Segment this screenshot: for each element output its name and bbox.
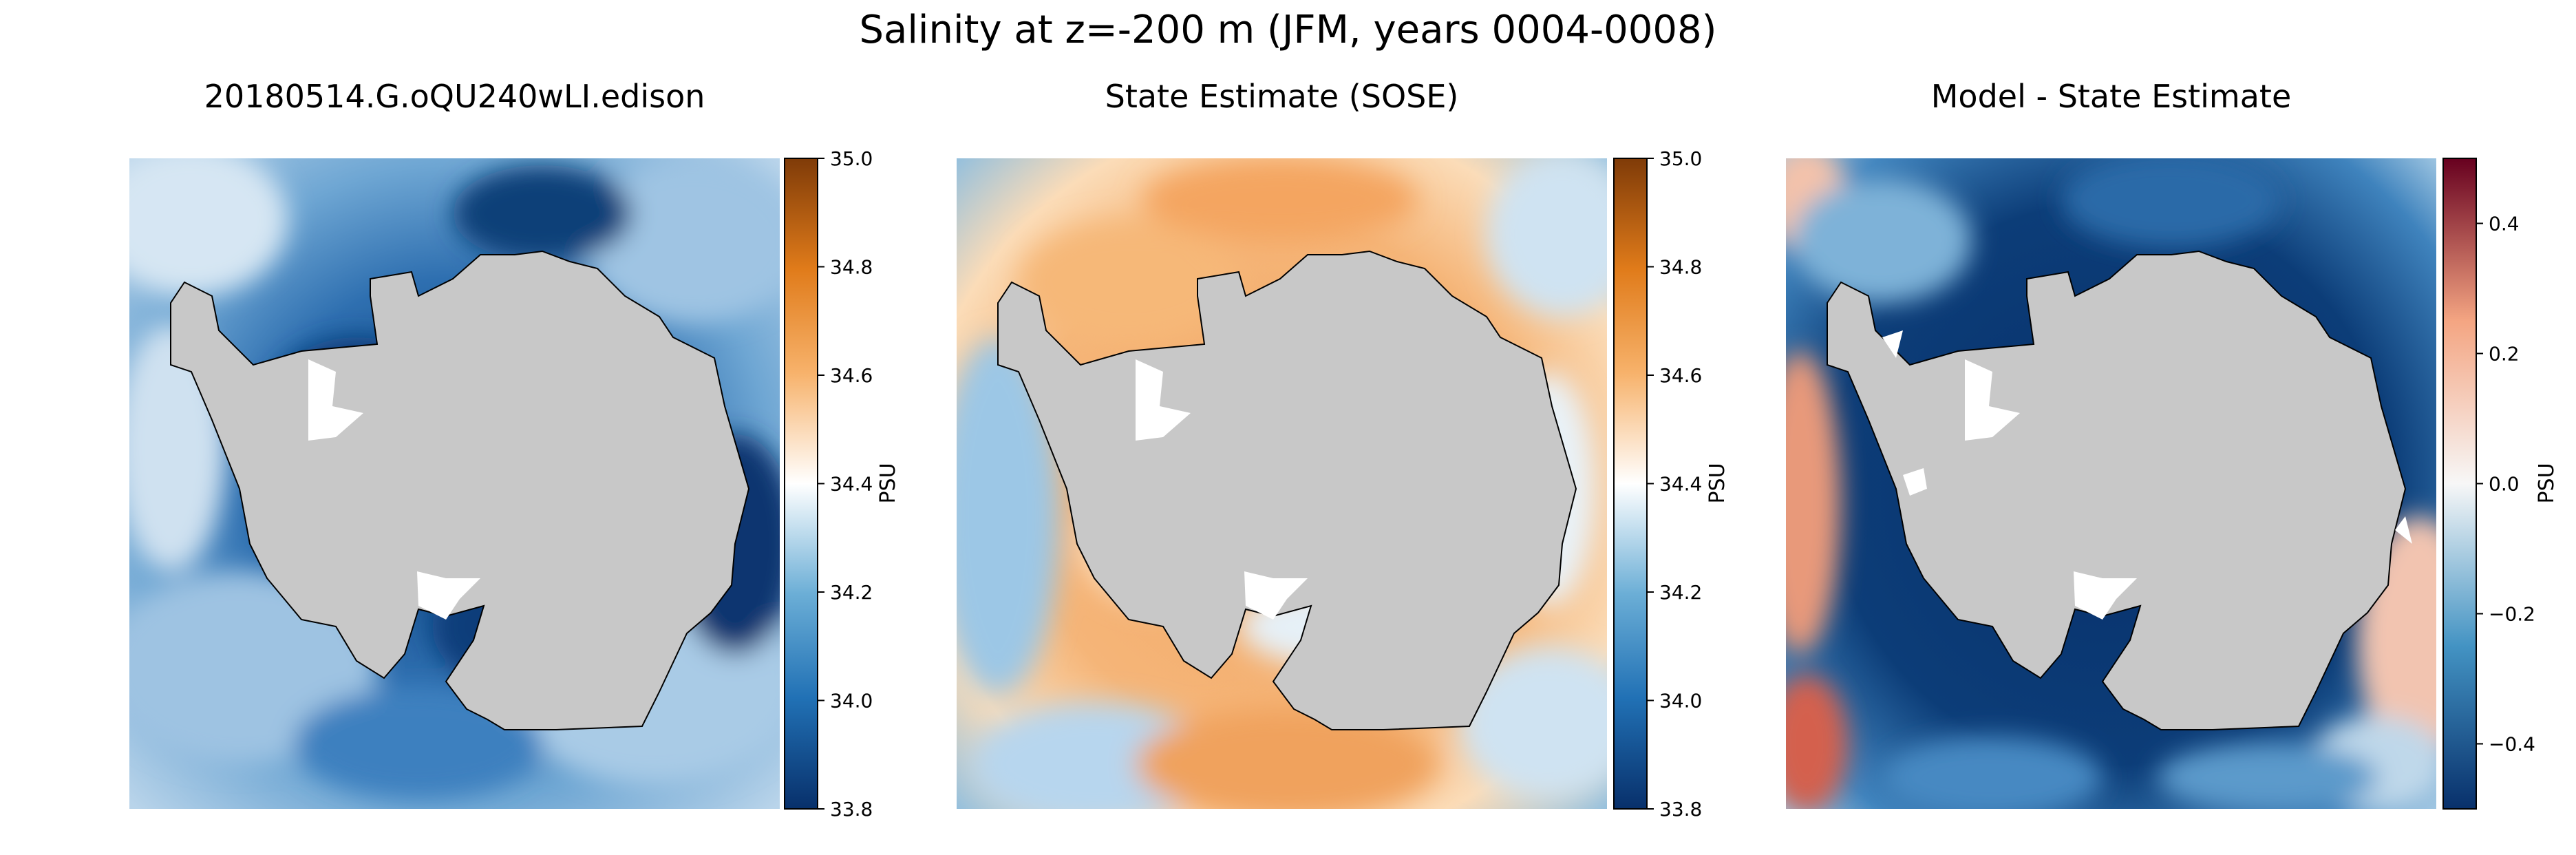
panel-3-map [1786,158,2436,809]
colorbar-tick-label: 35.0 [830,147,873,170]
colorbar-tick-label: 33.8 [1659,798,1702,821]
panel-1-map [129,158,780,809]
colorbar-tick-label: 34.0 [830,690,873,712]
colorbar-tick-label: 34.8 [830,256,873,279]
colorbar-tick-label: 0.0 [2489,473,2520,496]
colorbar-tick-label: 34.0 [1659,690,1702,712]
colorbar-tick-label: 34.8 [1659,256,1702,279]
colorbar-gradient [2442,158,2477,810]
colorbar-tick-label: 34.4 [1659,473,1702,496]
antarctica-landmass [997,250,1577,730]
colorbar-tick-label: −0.4 [2489,733,2535,756]
panel-1-colorbar: 35.0 34.8 34.6 34.4 34.2 34.0 33.8 PSU [784,147,900,821]
colorbar-tick-label: 35.0 [1659,147,1702,170]
colorbar-tick-label: 34.2 [830,581,873,604]
colorbar-gradient [784,158,818,810]
colorbar-label: PSU [2535,463,2559,503]
panel-3-colorbar: 0.4 0.2 0.0 −0.2 −0.4 PSU [2442,158,2559,810]
colorbar-label: PSU [876,463,900,503]
colorbar-gradient [1613,158,1648,810]
colorbar-tick-label: 0.4 [2489,213,2520,235]
colorbar-label: PSU [1705,463,1729,503]
panel-1-title: 20180514.G.oQU240wLI.edison [204,78,705,115]
colorbar-tick-label: 34.6 [830,364,873,387]
antarctica-landmass [170,250,750,730]
colorbar-tick-label: −0.2 [2489,603,2535,626]
colorbar-tick-label: 34.6 [1659,364,1702,387]
panel-2-title: State Estimate (SOSE) [1105,78,1459,115]
colorbar-tick-label: 34.2 [1659,581,1702,604]
colorbar-tick-label: 34.4 [830,473,873,496]
panel-2-map [957,158,1607,809]
panel-3-title: Model - State Estimate [1930,78,2292,115]
antarctica-landmass [1827,250,2412,730]
panel-2-colorbar: 35.0 34.8 34.6 34.4 34.2 34.0 33.8 PSU [1613,147,1729,821]
colorbar-tick-label: 33.8 [830,798,873,821]
colorbar-tick-label: 0.2 [2489,343,2520,366]
figure-title: Salinity at z=-200 m (JFM, years 0004-00… [859,8,1717,52]
